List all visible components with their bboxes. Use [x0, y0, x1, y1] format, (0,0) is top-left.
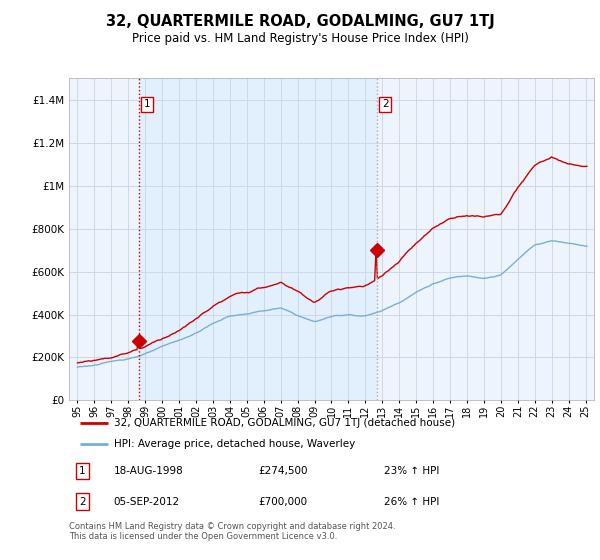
Text: 1: 1	[79, 466, 85, 476]
Text: Contains HM Land Registry data © Crown copyright and database right 2024.
This d: Contains HM Land Registry data © Crown c…	[69, 522, 395, 542]
Text: 2: 2	[382, 99, 388, 109]
Text: 18-AUG-1998: 18-AUG-1998	[113, 466, 184, 476]
Text: 2: 2	[79, 497, 85, 507]
Text: £274,500: £274,500	[258, 466, 308, 476]
Text: 23% ↑ HPI: 23% ↑ HPI	[384, 466, 439, 476]
Text: HPI: Average price, detached house, Waverley: HPI: Average price, detached house, Wave…	[113, 439, 355, 449]
Text: 05-SEP-2012: 05-SEP-2012	[113, 497, 180, 507]
Text: 32, QUARTERMILE ROAD, GODALMING, GU7 1TJ (detached house): 32, QUARTERMILE ROAD, GODALMING, GU7 1TJ…	[113, 418, 455, 428]
Text: 32, QUARTERMILE ROAD, GODALMING, GU7 1TJ: 32, QUARTERMILE ROAD, GODALMING, GU7 1TJ	[106, 14, 494, 29]
Bar	[139, 78, 377, 400]
Text: 26% ↑ HPI: 26% ↑ HPI	[384, 497, 439, 507]
Text: £700,000: £700,000	[258, 497, 307, 507]
Text: Price paid vs. HM Land Registry's House Price Index (HPI): Price paid vs. HM Land Registry's House …	[131, 32, 469, 45]
Text: 1: 1	[144, 99, 151, 109]
